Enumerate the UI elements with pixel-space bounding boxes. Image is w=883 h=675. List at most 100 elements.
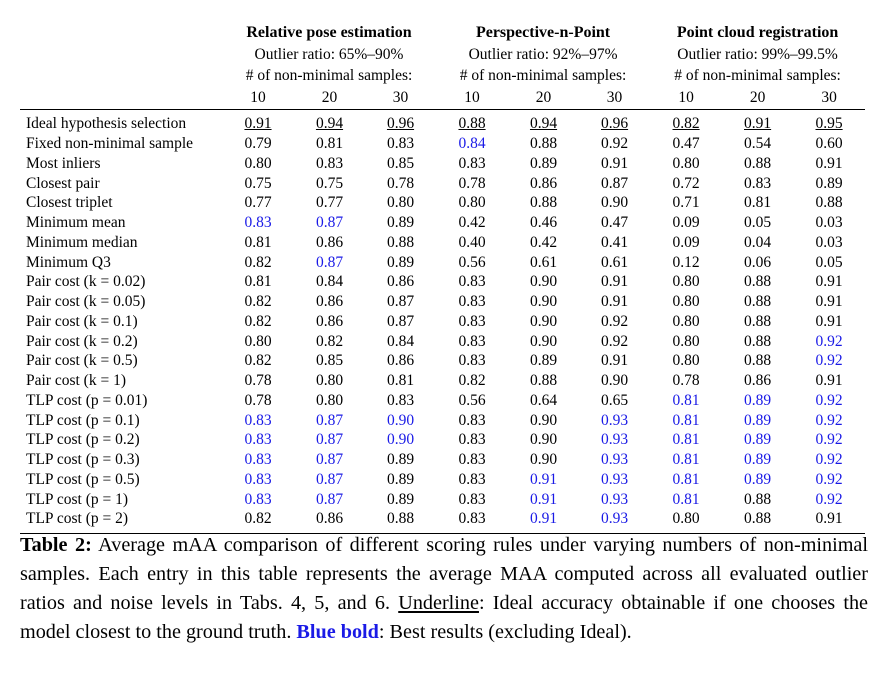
table-cell: 0.61 (529, 253, 558, 271)
table-cell: 0.64 (529, 391, 558, 409)
table-cell: 0.83 (315, 154, 344, 172)
table-cell: 0.90 (529, 312, 558, 330)
table-cell: 0.81 (672, 411, 700, 429)
table-cell: 0.04 (744, 233, 772, 251)
table-cell: 0.87 (600, 174, 629, 192)
table-cell: 0.92 (815, 451, 843, 469)
sample-count-header: 30 (821, 88, 837, 106)
table-cell: 0.83 (386, 391, 415, 409)
caption-text: Average mAA comparison of different scor… (20, 534, 868, 614)
table-cell: 0.78 (386, 174, 415, 192)
table-row: Closest triplet 0.77 0.77 0.80 0.80 0.88 0.90 0… (20, 193, 865, 213)
table-cell: 0.88 (436, 108, 509, 134)
row-label: Pair cost (k = 0.02) (26, 273, 146, 291)
table-cell: 0.47 (600, 214, 629, 232)
table-cell: 0.91 (815, 154, 843, 172)
group-samples-label: # of non-minimal samples: (459, 66, 627, 84)
table-cell: 0.05 (744, 214, 772, 232)
table-cell: 0.83 (458, 490, 486, 508)
table-cell: 0.90 (529, 451, 558, 469)
row-label: TLP cost (p = 0.5) (26, 470, 140, 488)
table-cell: 0.90 (529, 411, 558, 429)
table-cell: 0.77 (315, 194, 344, 212)
row-label: Pair cost (k = 0.1) (26, 312, 138, 330)
table-cell: 0.75 (244, 174, 272, 192)
table-cell: 0.91 (529, 470, 558, 488)
table-cell: 0.92 (815, 391, 843, 409)
row-label: TLP cost (p = 2) (20, 509, 222, 534)
sample-count-header: 10 (250, 88, 266, 106)
table-cell: 0.42 (458, 214, 486, 232)
table-cell: 0.46 (529, 214, 558, 232)
table-cell: 0.82 (222, 509, 294, 534)
table-cell: 0.80 (386, 194, 415, 212)
table-cell: 0.89 (744, 391, 772, 409)
table-cell: 0.91 (722, 108, 794, 134)
table-cell: 0.81 (315, 135, 344, 153)
table-cell: 0.80 (650, 509, 723, 534)
table-cell: 0.89 (744, 470, 772, 488)
results-table-body: Ideal hypothesis selection 0.91 0.94 0.96 0.… (20, 108, 866, 534)
table-row: Minimum Q3 0.82 0.87 0.89 0.56 0.61 0.61 0.12 0.… (20, 252, 865, 272)
table-cell: 0.54 (744, 135, 772, 153)
table-cell: 0.87 (315, 451, 344, 469)
table-cell: 0.84 (458, 135, 486, 153)
table-cell: 0.81 (672, 391, 700, 409)
table-cell: 0.93 (579, 509, 651, 534)
row-label: Closest triplet (26, 194, 113, 212)
table-cell: 0.92 (600, 312, 629, 330)
table-cell: 0.87 (315, 490, 344, 508)
table-cell: 0.82 (244, 312, 272, 330)
table-cell: 0.90 (386, 431, 415, 449)
row-label: TLP cost (p = 0.2) (26, 431, 140, 449)
table-cell: 0.92 (815, 490, 843, 508)
table-cell: 0.88 (815, 194, 843, 212)
table-row: TLP cost (p = 1) 0.83 0.87 0.89 0.83 0.91 0.93… (20, 489, 865, 509)
table-cell: 0.91 (222, 108, 294, 134)
table-cell: 0.42 (529, 233, 558, 251)
table-cell: 0.79 (244, 135, 272, 153)
table-cell: 0.85 (315, 352, 344, 370)
table-cell: 0.90 (529, 332, 558, 350)
table-cell: 0.84 (386, 332, 415, 350)
table-cell: 0.56 (458, 253, 486, 271)
table-cell: 0.84 (315, 273, 344, 291)
table-cell: 0.88 (744, 273, 772, 291)
table-cell: 0.93 (600, 411, 629, 429)
table-cell: 0.88 (744, 293, 772, 311)
table-cell: 0.05 (815, 253, 843, 271)
table-cell: 0.82 (650, 108, 723, 134)
group-outlier-ratio: Outlier ratio: 99%–99.5% (677, 45, 838, 63)
table-cell: 0.80 (244, 332, 272, 350)
table-cell: 0.80 (672, 154, 700, 172)
table-row: Pair cost (k = 0.5) 0.82 0.85 0.86 0.83 0.89 0… (20, 351, 865, 371)
table-cell: 0.86 (529, 174, 558, 192)
table-cell: 0.86 (386, 273, 415, 291)
table-cell: 0.89 (386, 451, 415, 469)
table-cell: 0.87 (315, 214, 344, 232)
table-cell: 0.88 (722, 509, 794, 534)
row-label: Pair cost (k = 0.05) (26, 293, 146, 311)
table-cell: 0.81 (672, 431, 700, 449)
table-cell: 0.83 (458, 332, 486, 350)
table-row: TLP cost (p = 2) 0.82 0.86 0.88 0.83 0.91 0.93… (20, 509, 866, 534)
table-cell: 0.88 (529, 372, 558, 390)
table-cell: 0.92 (600, 135, 629, 153)
caption-underline-key: Underline (398, 592, 479, 614)
table-cell: 0.89 (529, 352, 558, 370)
table-cell: 0.83 (244, 451, 272, 469)
table-cell: 0.81 (672, 490, 700, 508)
table-cell: 0.92 (815, 411, 843, 429)
table-cell: 0.88 (529, 194, 558, 212)
table-cell: 0.83 (244, 490, 272, 508)
caption-text: : Ideal accuracy obtainable if one choos… (20, 592, 868, 643)
table-cell: 0.91 (600, 273, 629, 291)
table-cell: 0.91 (508, 509, 580, 534)
table-cell: 0.87 (315, 431, 344, 449)
table-cell: 0.83 (458, 273, 486, 291)
table-cell: 0.88 (386, 233, 415, 251)
caption-blue-key: Blue bold (296, 621, 379, 643)
table-cell: 0.82 (244, 352, 272, 370)
table-cell: 0.81 (244, 273, 272, 291)
table-cell: 0.82 (315, 332, 344, 350)
